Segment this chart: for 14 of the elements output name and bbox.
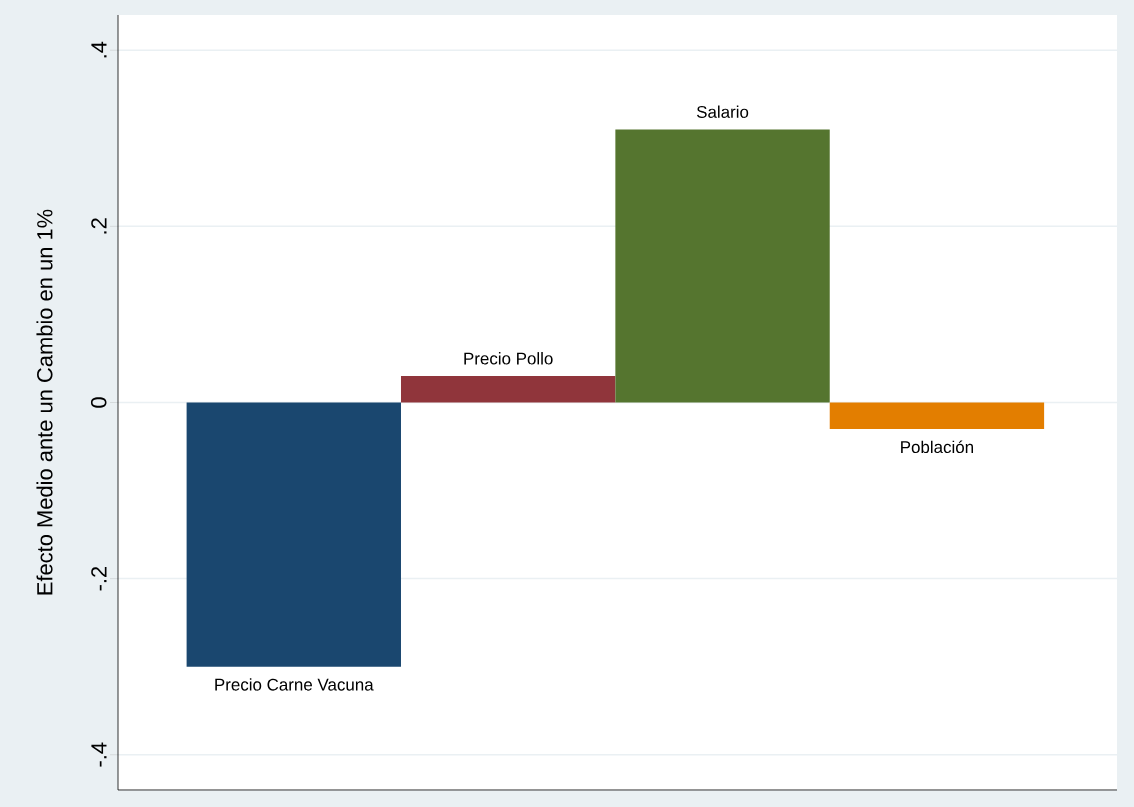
x-tick-label: Salario [696, 105, 749, 118]
x-tick-label: Precio Carne Vacuna [215, 678, 374, 691]
y-axis-title: Efecto Medio ante un Cambio en un 1% [36, 209, 53, 595]
bar [400, 376, 616, 403]
x-tick-label: Precio Pollo [464, 352, 553, 365]
x-tick-label: Población [901, 440, 973, 454]
y-tick-label: .4 [91, 41, 107, 58]
bar [829, 402, 1045, 429]
y-tick-label: .2 [91, 218, 107, 234]
y-tick-label: -.4 [91, 742, 107, 767]
y-tick-label: 0 [90, 397, 107, 408]
y-tick-label: -.2 [91, 566, 107, 591]
bar [186, 402, 401, 667]
bar [615, 129, 830, 403]
